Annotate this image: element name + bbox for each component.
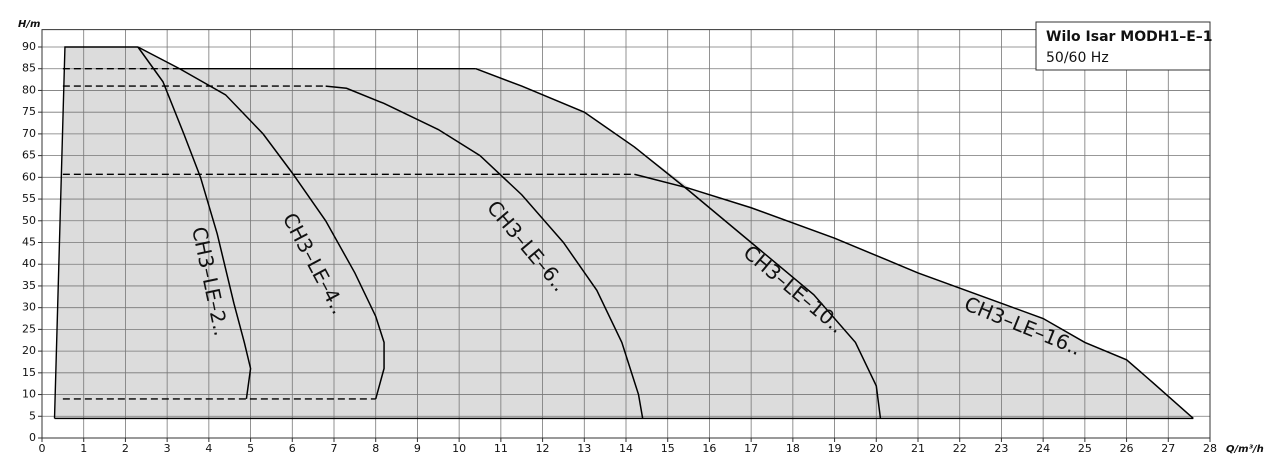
x-tick-label: 15 [661,442,675,455]
x-tick-label: 17 [744,442,758,455]
x-tick-label: 19 [828,442,842,455]
y-axis-label: H/m [18,19,40,30]
y-tick-label: 60 [22,170,36,183]
pump-curve [325,85,644,419]
x-tick-label: 21 [911,442,925,455]
y-tick-label: 85 [22,62,36,75]
y-tick-label: 30 [22,301,36,314]
x-axis-label: Q/m³/h [1226,444,1264,455]
y-tick-label: 80 [22,83,36,96]
x-tick-label: 9 [414,442,421,455]
x-tick-label: 1 [80,442,87,455]
x-tick-label: 10 [452,442,466,455]
x-tick-label: 8 [372,442,379,455]
y-tick-label: 0 [29,431,36,444]
chart-subtitle: 50/60 Hz [1046,50,1109,66]
plot: 0 1 2 3 4 5 6 7 8 9 10 11 12 13 14 15 16 17 18 19 20 21 22 23 24… [22,29,1217,455]
x-tick-label: 20 [869,442,883,455]
x-tick-label: 5 [247,442,254,455]
y-tick-label: 90 [22,40,36,53]
pump-curve [137,46,385,400]
x-tick-label: 0 [39,442,46,455]
x-tick-label: 3 [164,442,171,455]
x-tick-label: 16 [702,442,716,455]
y-tick-label: 5 [29,409,36,422]
x-tick-label: 22 [953,442,967,455]
y-tick-label: 15 [22,366,36,379]
x-tick-label: 25 [1078,442,1092,455]
y-tick-label: 55 [22,192,36,205]
chart-title: Wilo Isar MODH1–E–1 [1046,29,1213,45]
boundary-line [53,46,138,419]
x-tick-label: 2 [122,442,129,455]
pump-curve [634,173,1194,420]
x-tick-label: 6 [289,442,296,455]
x-tick-label: 11 [494,442,508,455]
x-tick-label: 27 [1161,442,1175,455]
pump-curve [137,46,252,400]
y-tick-label: 70 [22,127,36,140]
y-tick-label: 40 [22,257,36,270]
x-tick-label: 13 [577,442,591,455]
pump-curve [475,68,882,419]
y-tick-label: 10 [22,388,36,401]
title-box [1035,21,1211,71]
y-tick-label: 65 [22,149,36,162]
x-tick-label: 7 [331,442,338,455]
y-tick-label: 75 [22,105,36,118]
x-tick-label: 4 [205,442,212,455]
y-tick-label: 50 [22,214,36,227]
x-tick-label: 28 [1203,442,1217,455]
x-tick-label: 12 [536,442,550,455]
x-tick-label: 24 [1036,442,1050,455]
y-tick-label: 20 [22,344,36,357]
plot-frame [41,29,1211,439]
x-tick-label: 26 [1120,442,1134,455]
y-tick-label: 25 [22,322,36,335]
y-tick-label: 35 [22,279,36,292]
x-tick-label: 14 [619,442,633,455]
x-tick-label: 18 [786,442,800,455]
envelope-area [54,47,1194,419]
y-tick-label: 45 [22,236,36,249]
x-tick-label: 23 [994,442,1008,455]
